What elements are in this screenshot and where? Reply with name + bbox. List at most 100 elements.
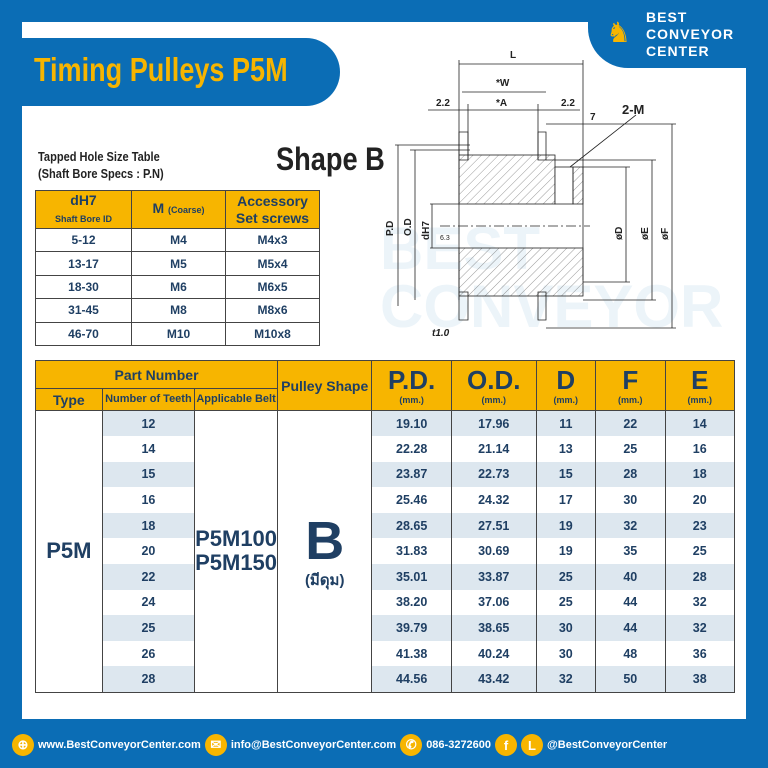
- table-row: 46-70 M10 M10x8: [35, 321, 320, 346]
- title-banner: [0, 38, 340, 106]
- table-cell: 27.51: [450, 512, 537, 539]
- table-cell: 5-12: [35, 227, 132, 253]
- col-setscrew: Accessory Set screws: [225, 190, 320, 229]
- table-row: 14 22.28 21.14 13 25 16: [36, 436, 735, 462]
- table-cell: 31.83: [371, 538, 452, 565]
- table-cell: 25.46: [371, 487, 452, 513]
- dim-od: O.D: [403, 218, 414, 236]
- dim-e: øE: [640, 227, 651, 240]
- dim-pd: P.D: [385, 221, 396, 236]
- table-cell: 40: [595, 564, 666, 590]
- dim-right: 2.2: [561, 98, 575, 109]
- table-cell: 43.42: [450, 666, 537, 693]
- table-cell: 17: [535, 487, 597, 513]
- table-row: 13-17 M5 M5x4: [35, 251, 320, 276]
- table-cell: 39.79: [371, 615, 452, 641]
- table-row: 22 35.01 33.87 25 40 28: [36, 564, 735, 590]
- dim-l: L: [510, 50, 516, 61]
- table-cell: 25: [595, 436, 666, 462]
- table-cell: 38.65: [450, 615, 537, 641]
- part-number-header: Part Number: [34, 360, 279, 389]
- table-cell: 28.65: [371, 512, 452, 539]
- table-row: 16 25.46 24.32 17 30 20: [36, 487, 735, 513]
- table-cell: 30: [595, 487, 666, 513]
- pulley-diagram: L *W *A 2.2 2.2 7 2-M P.D O.D dH7 6.3 øD…: [385, 50, 676, 339]
- table-cell: 22: [101, 564, 196, 590]
- table-cell: 32: [664, 589, 735, 616]
- type-header: Type: [35, 388, 103, 411]
- table-row: 24 38.20 37.06 25 44 32: [36, 589, 735, 616]
- phone-icon: ✆: [400, 734, 423, 756]
- table-cell: 30.69: [450, 538, 537, 565]
- table-row: 28 44.56 43.42 32 50 38: [36, 666, 735, 693]
- table-cell: 19: [535, 538, 597, 565]
- table-cell: 35: [595, 538, 666, 565]
- table-cell: 21.14: [450, 436, 537, 462]
- table-cell: 30: [535, 640, 597, 667]
- table-cell: 24: [101, 589, 196, 616]
- table-cell: 31-45: [35, 298, 132, 323]
- table-cell: 18: [664, 461, 735, 488]
- pulley-shape-header: Pulley Shape: [277, 360, 373, 411]
- table-cell: 16: [101, 487, 196, 513]
- table-cell: 14: [101, 436, 196, 462]
- table-cell: 25: [101, 615, 196, 641]
- table-cell: 22.73: [450, 461, 537, 488]
- table-cell: 32: [595, 512, 666, 539]
- table-cell: 38: [664, 666, 735, 693]
- table-cell: 38.20: [371, 589, 452, 616]
- logo-icon: ♞: [606, 17, 632, 48]
- dim-tap: 2-M: [622, 102, 644, 117]
- table-cell: 37.06: [450, 589, 537, 616]
- phone-link[interactable]: 086-3272600: [426, 739, 492, 751]
- table-cell: 13: [535, 436, 597, 462]
- type-cell: P5M: [35, 410, 103, 693]
- table-cell: 36: [664, 640, 735, 667]
- table-cell: 28: [101, 666, 196, 693]
- dim-t: t1.0: [432, 328, 450, 339]
- table-cell: M10: [131, 321, 226, 346]
- tapped-hole-table: dH7 Shaft Bore ID M (Coarse) Accessory Se…: [35, 190, 320, 346]
- dim-d: øD: [614, 227, 625, 240]
- page-title: Timing Pulleys P5M: [34, 51, 288, 88]
- table-cell: M8: [131, 298, 226, 323]
- table-row: 20 31.83 30.69 19 35 25: [36, 538, 735, 565]
- line-icon[interactable]: L: [521, 734, 544, 756]
- table-cell: 48: [595, 640, 666, 667]
- table-cell: 50: [595, 666, 666, 693]
- table-cell: 44.56: [371, 666, 452, 693]
- table-cell: 23: [664, 512, 735, 539]
- table-cell: 40.24: [450, 640, 537, 667]
- table-row: 15 23.87 22.73 15 28 18: [36, 461, 735, 488]
- globe-icon: ⊕: [12, 734, 34, 756]
- table-cell: M6: [131, 274, 226, 300]
- table-cell: 26: [101, 640, 196, 667]
- table-cell: 15: [101, 461, 196, 488]
- dim-bore: dH7: [421, 221, 432, 240]
- table-cell: 16: [664, 436, 735, 462]
- table-cell: 19.10: [371, 410, 452, 437]
- table-cell: 11: [535, 410, 597, 437]
- table-row: 25 39.79 38.65 30 44 32: [36, 615, 735, 641]
- table-cell: 44: [595, 615, 666, 641]
- belt-header: Applicable Belt: [194, 388, 279, 411]
- f-header: F (mm.): [595, 360, 666, 411]
- table-cell: 18-30: [35, 274, 132, 300]
- shape-title: Shape B: [276, 141, 385, 177]
- website-link[interactable]: www.BestConveyorCenter.com: [38, 739, 201, 751]
- dim-left: 2.2: [436, 98, 450, 109]
- facebook-icon[interactable]: f: [495, 734, 518, 756]
- table-cell: 30: [535, 615, 597, 641]
- col-m: M (Coarse): [131, 190, 226, 229]
- belt-label: P5M150: [195, 550, 278, 576]
- table-cell: M8x6: [225, 298, 320, 323]
- od-header: O.D. (mm.): [450, 360, 537, 411]
- table-cell: 32: [664, 615, 735, 641]
- shape-note: (มีดุม): [304, 572, 345, 590]
- pulley-spec-table: Part Number Pulley Shape P.D. (mm.) O.D.(…: [34, 360, 735, 693]
- table-cell: 41.38: [371, 640, 452, 667]
- mail-icon: ✉: [204, 734, 227, 756]
- social-handle[interactable]: @BestConveyorCenter: [547, 739, 668, 751]
- dim-f: øF: [660, 228, 671, 240]
- email-link[interactable]: info@BestConveyorCenter.com: [230, 739, 397, 751]
